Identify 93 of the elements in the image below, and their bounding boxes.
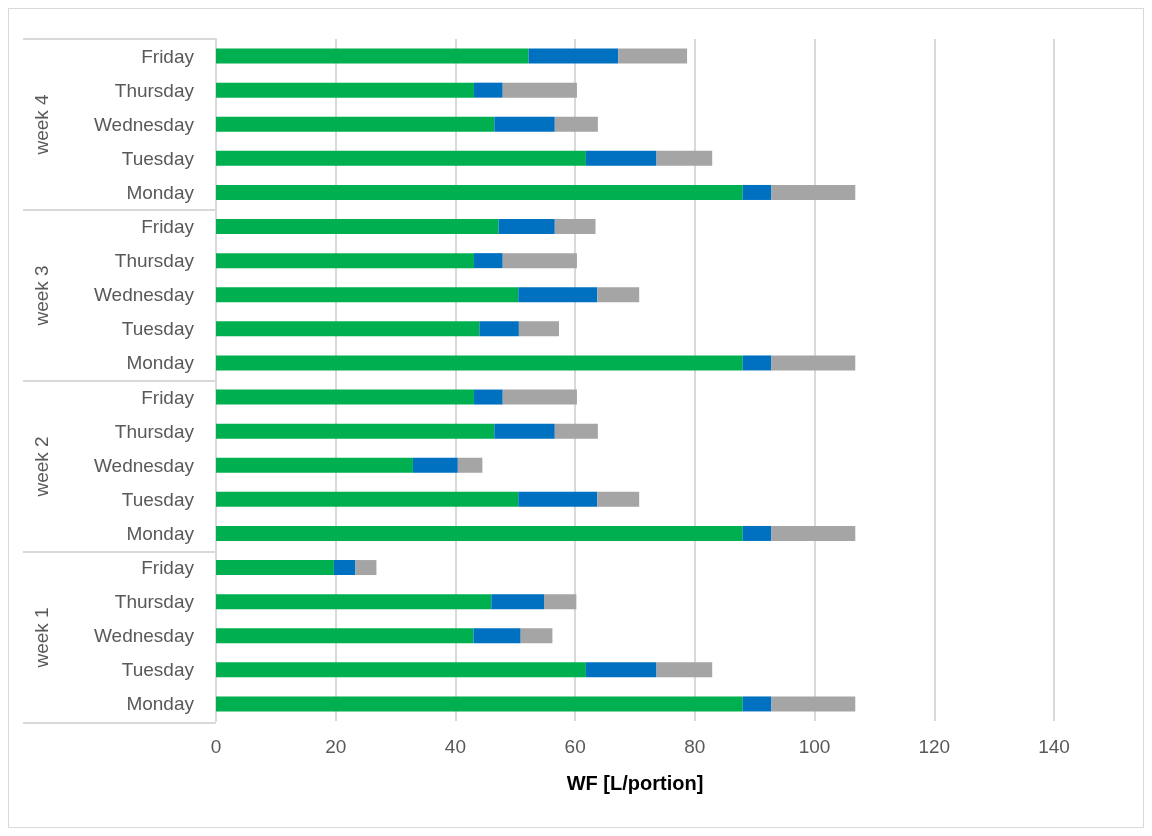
bar [498,219,555,235]
bar [216,491,519,507]
bar [457,457,483,473]
bar [333,560,356,576]
bar [502,253,577,269]
y-tick-label: Thursday [114,250,195,272]
bar [412,457,458,473]
bar [216,253,474,269]
bar [502,389,577,405]
y-tick-label: Thursday [114,79,195,101]
text: week 2 [30,436,52,498]
y-tick-label: Tuesday [121,147,195,169]
bar [742,184,772,200]
y-tick-label: Wednesday [94,113,195,135]
y-tick-label: Monday [126,181,195,203]
bar [216,594,492,610]
bar [216,150,586,166]
x-tick-label: 80 [684,736,706,757]
y-tick-label: Monday [126,693,195,715]
bar [520,628,553,644]
bar [216,525,743,541]
bar [502,82,577,98]
bar [656,662,713,678]
bar [216,662,586,678]
bar [742,355,772,371]
bar [618,48,688,64]
bar [585,150,657,166]
y-tick-label: Monday [126,352,195,374]
bar [216,628,474,644]
bar [216,389,474,405]
y-tick-label: Thursday [114,420,195,442]
y-tick-label: Monday [126,522,195,544]
x-axis-title: WF [L/portion] [566,772,704,794]
bar [771,696,856,712]
x-tick-label: 40 [444,736,466,757]
bar [585,662,657,678]
bar [473,253,503,269]
bar [473,389,503,405]
bar [216,696,743,712]
x-tick-label: 60 [564,736,586,757]
bar [518,287,598,303]
bar [491,594,545,610]
y-tick-label: Tuesday [121,659,195,681]
bar [479,321,519,337]
y-tick-label: Friday [141,45,195,67]
y-tick-label: Wednesday [94,454,195,476]
x-tick-label: 120 [918,736,951,757]
bar [742,525,772,541]
bar [216,355,743,371]
bar [216,48,529,64]
x-tick-label: 100 [798,736,831,757]
x-tick-label: 140 [1038,736,1070,757]
bar [771,525,856,541]
bar [518,321,559,337]
bar [771,184,856,200]
bar [494,116,555,132]
bar [216,82,474,98]
bar [656,150,713,166]
bar [216,560,334,576]
y-tick-label: Wednesday [94,284,195,306]
y-tick-label: Friday [141,557,195,579]
bar [554,116,598,132]
bar [216,423,495,439]
bar [771,355,856,371]
y-tick-label: Tuesday [121,318,195,340]
text: week 3 [30,265,52,327]
y-tick-label: Friday [141,216,195,238]
bar [544,594,577,610]
bar [355,560,377,576]
bar [554,423,598,439]
bar [494,423,555,439]
bar [742,696,772,712]
bar [216,287,519,303]
y-tick-label: Tuesday [121,488,195,510]
x-tick-label: 0 [210,736,222,757]
y-tick-label: Thursday [114,591,195,613]
x-tick-label: 20 [325,736,347,757]
bar [554,219,596,235]
text: week 1 [30,607,52,669]
bar [216,321,480,337]
y-tick-label: Wednesday [94,625,195,647]
bar [597,287,640,303]
bar [216,184,743,200]
bar [216,116,495,132]
text: week 4 [30,93,52,156]
bar [473,628,521,644]
bar [216,219,499,235]
bar [597,491,640,507]
bar [216,457,413,473]
bar [473,82,503,98]
y-tick-label: Friday [141,386,195,408]
bar [528,48,619,64]
bar [518,491,598,507]
